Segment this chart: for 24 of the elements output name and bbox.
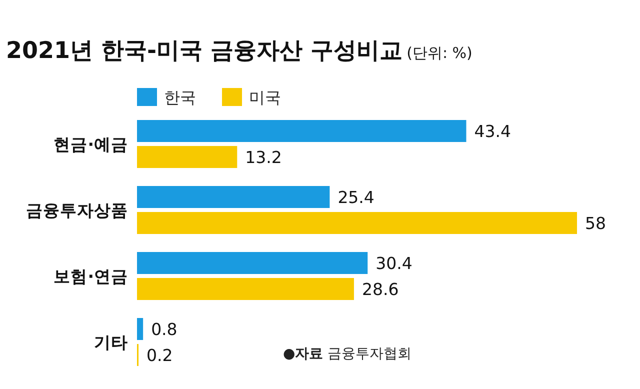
- bar: [137, 186, 330, 208]
- bar: [137, 120, 466, 142]
- bar: [137, 146, 238, 168]
- chart-subtitle: (단위: %): [406, 44, 472, 62]
- bar: [137, 212, 577, 234]
- data-label: 30.4: [376, 254, 412, 273]
- data-label: 0.8: [151, 320, 178, 339]
- bar: [137, 278, 354, 300]
- chart-title: 2021년 한국-미국 금융자산 구성비교: [6, 38, 403, 64]
- y-tick-label: 현금·예금: [54, 135, 128, 154]
- legend-label: 한국: [164, 88, 196, 107]
- data-label: 43.4: [474, 122, 511, 141]
- y-tick-label: 금융투자상품: [26, 201, 128, 220]
- y-tick-label: 보험·연금: [54, 267, 128, 286]
- bar: [137, 252, 368, 274]
- data-label: 28.6: [362, 280, 399, 299]
- data-label: 58: [585, 214, 606, 233]
- data-label: 25.4: [338, 188, 374, 207]
- bar: [137, 318, 144, 340]
- legend-label: 미국: [249, 88, 281, 107]
- y-tick-label: 기타: [94, 333, 128, 352]
- annotation: ●자료 금융투자협회: [283, 346, 412, 362]
- data-label: 13.2: [245, 148, 282, 167]
- data-label: 0.2: [146, 346, 173, 365]
